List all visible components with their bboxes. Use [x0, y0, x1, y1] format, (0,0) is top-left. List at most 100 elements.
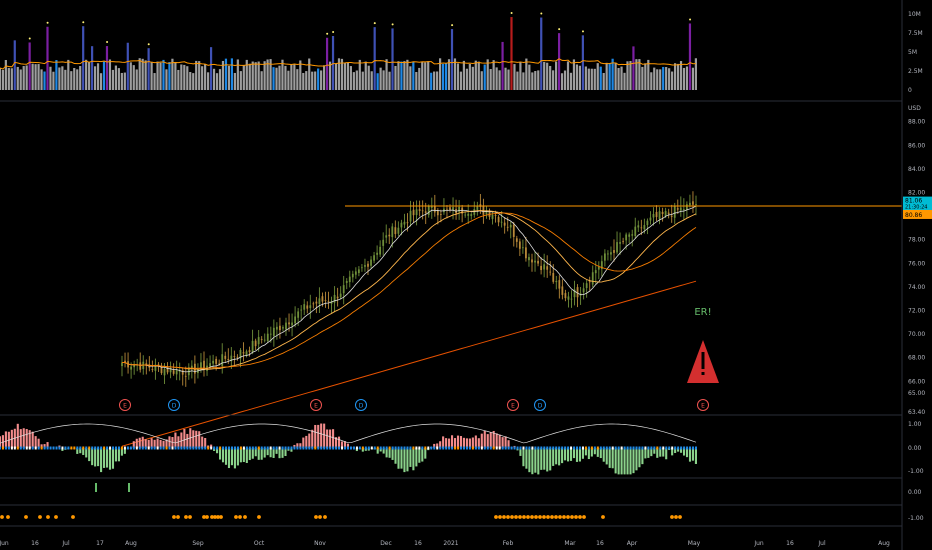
price-axis[interactable]: 88.0086.0084.0082.0080.0078.0076.0074.00… — [903, 11, 932, 522]
squeeze-dot — [370, 446, 373, 450]
volume-bar — [111, 69, 115, 90]
volume-bar — [522, 72, 525, 90]
volume-bar — [144, 60, 147, 90]
volume-bar — [614, 62, 617, 90]
volume-bar — [272, 67, 275, 90]
candle-body — [203, 360, 205, 370]
candle-body — [685, 204, 688, 210]
squeeze-dot — [662, 446, 665, 450]
volume-bar — [632, 46, 635, 90]
squeeze-dot — [228, 446, 231, 450]
oscillator-bar — [456, 435, 460, 448]
volume-bar — [34, 64, 37, 90]
volume-bar — [638, 59, 641, 90]
volume-bar — [352, 72, 355, 90]
candle-body — [616, 242, 618, 253]
squeeze-dot — [347, 446, 349, 450]
squeeze-dot — [358, 446, 361, 450]
oscillator-bar — [245, 448, 248, 464]
squeeze-dot — [620, 446, 623, 450]
candle-body — [628, 234, 631, 237]
signal-dot — [578, 515, 582, 519]
candle-body — [145, 363, 148, 366]
candle-body — [427, 206, 430, 215]
candle-body — [327, 301, 330, 303]
oscillator-bar — [180, 432, 183, 448]
oscillator-bar — [501, 437, 504, 448]
squeeze-dot — [409, 446, 412, 450]
squeeze-dot — [650, 446, 653, 450]
candle-body — [318, 298, 321, 305]
volume-bar — [415, 72, 418, 90]
oscillator-bar — [632, 448, 635, 474]
volume-tick-label: 10M — [908, 11, 921, 18]
candle-body — [494, 215, 497, 216]
oscillator-bar — [638, 448, 641, 468]
oscillator-bar — [409, 448, 412, 467]
squeeze-dot — [454, 446, 457, 450]
oscillator-bar — [629, 448, 632, 475]
event-marker-label: E — [314, 403, 318, 410]
squeeze-dot — [665, 446, 668, 450]
candle-body — [130, 366, 133, 370]
volume-bar — [403, 61, 406, 90]
candle-body — [187, 367, 190, 376]
squeeze-dot — [373, 446, 376, 450]
volume-bar — [650, 72, 653, 90]
squeeze-dot — [480, 446, 483, 450]
squeeze-dot — [465, 446, 468, 450]
squeeze-dot — [626, 446, 629, 450]
squeeze-dot — [492, 446, 495, 450]
time-axis[interactable]: Jun 16 Jul 17 Aug Sep Oct Nov Dec 16 2021 Feb Mar 16 A… — [0, 540, 890, 547]
volume-bar — [537, 70, 540, 90]
event-marker-circle — [168, 399, 180, 411]
oscillator-bar — [569, 448, 573, 461]
candle-body — [591, 272, 594, 285]
oscillator-bar — [465, 438, 468, 448]
oscillator-bar — [421, 448, 424, 462]
candle-body — [600, 261, 603, 269]
volume-bar — [433, 71, 436, 90]
squeeze-dot — [611, 446, 614, 450]
squeeze-dot — [341, 446, 344, 450]
candle-body — [215, 358, 218, 364]
signal-dot — [530, 515, 534, 519]
event-marker-circle — [310, 399, 322, 411]
oscillator-bar — [644, 448, 647, 459]
squeeze-dot — [186, 446, 189, 450]
oscillator-bar — [290, 448, 293, 452]
squeeze-dot — [451, 446, 454, 450]
squeeze-dot — [483, 446, 486, 450]
volume-bar — [227, 65, 231, 90]
oscillator-bar — [445, 438, 448, 448]
signal-dot — [538, 515, 542, 519]
signal-dot — [46, 515, 50, 519]
candle-body — [230, 355, 233, 362]
squeeze-dot — [290, 446, 293, 450]
volume-bar — [474, 60, 477, 90]
volume-bar — [162, 59, 165, 90]
squeeze-dot — [528, 446, 531, 450]
volume-bar — [132, 65, 135, 90]
squeeze-dot — [302, 446, 305, 450]
squeeze-dot — [260, 446, 263, 450]
volume-bar — [7, 67, 10, 90]
squeeze-dot — [275, 446, 278, 450]
oscillator-bar — [480, 433, 483, 448]
squeeze-dot — [64, 446, 67, 450]
volume-bar — [207, 72, 210, 90]
volume-bar — [370, 71, 373, 90]
volume-bar — [73, 67, 76, 90]
volume-bar — [120, 72, 123, 90]
ema-mid-line — [121, 210, 697, 370]
squeeze-dot — [400, 446, 403, 450]
candle-body — [163, 369, 166, 376]
squeeze-dot — [647, 446, 650, 450]
candle-body — [260, 338, 263, 340]
volume-bar — [549, 65, 552, 90]
volume-bar — [525, 58, 528, 90]
volume-bar — [159, 62, 162, 90]
volume-bar — [543, 61, 546, 90]
oscillator-bar — [388, 448, 391, 458]
squeeze-dot — [320, 446, 323, 450]
